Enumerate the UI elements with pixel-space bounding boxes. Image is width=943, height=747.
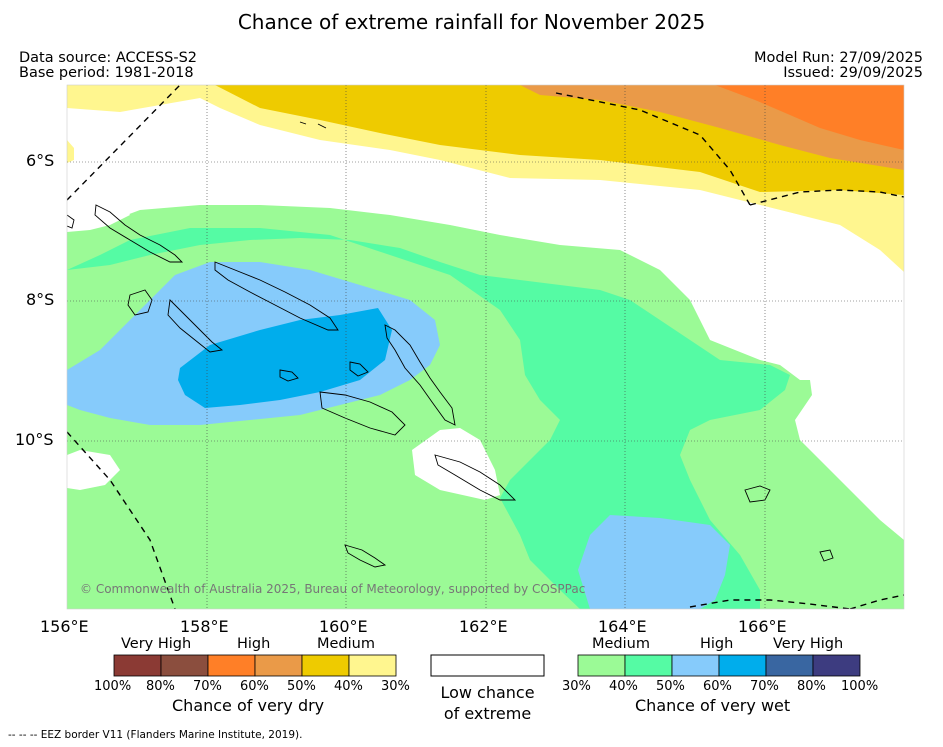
coast-guadalcanal <box>319 391 406 436</box>
low-chance-gap-south <box>412 428 500 500</box>
wet-swatch-4 <box>765 654 814 677</box>
dry-swatch-0 <box>113 654 162 677</box>
dry-60-70-region <box>715 85 904 150</box>
legend-dry-colorbar <box>113 654 397 677</box>
wet-group-high: High <box>700 636 734 652</box>
dry-tick-70: 70% <box>193 679 222 694</box>
graticule <box>67 85 904 609</box>
dry-tick-40: 40% <box>334 679 363 694</box>
eez-borders <box>67 85 904 609</box>
eez-border-southeast <box>849 594 904 609</box>
wet-swatch-5 <box>812 654 861 677</box>
coast-bougainville <box>94 204 184 263</box>
coast-santa-cruz <box>744 485 771 503</box>
eez-border-southwest <box>67 431 176 609</box>
coast-malaita <box>384 324 456 426</box>
lon-label-164e: 164°E <box>598 617 647 636</box>
coast-russell <box>279 369 299 382</box>
dry-swatch-5 <box>348 654 397 677</box>
wet-50-60-southeast-blob <box>578 515 730 609</box>
dry-tick-50: 50% <box>287 679 316 694</box>
dry-tick-80: 80% <box>146 679 175 694</box>
wet-tick-50: 50% <box>656 679 685 694</box>
dry-tick-60: 60% <box>240 679 269 694</box>
wet-tick-30: 30% <box>562 679 591 694</box>
wet-60-70-region <box>178 308 392 408</box>
wet-40-50-region <box>67 228 790 609</box>
dry-west-sliver <box>67 140 74 163</box>
coast-vanikoro <box>819 549 834 562</box>
eez-border-south <box>689 599 851 609</box>
lat-label-8s: 8°S <box>26 290 55 309</box>
dry-swatch-1 <box>160 654 209 677</box>
dry-swatch-2 <box>207 654 256 677</box>
eez-border-north <box>555 92 751 206</box>
legend-wet-colorbar <box>577 654 861 677</box>
eez-footnote: -- -- -- EEZ border V11 (Flanders Marine… <box>8 729 303 741</box>
dry-legend-caption: Chance of very dry <box>172 696 325 715</box>
data-source-text: Data source: ACCESS-S2 <box>19 50 198 66</box>
wet-tick-70: 70% <box>750 679 779 694</box>
coast-new-georgia <box>127 289 153 316</box>
wet-swatch-0 <box>577 654 626 677</box>
low-chance-gap-north <box>67 190 130 232</box>
dry-group-high: High <box>237 636 271 652</box>
dry-group-very-high: Very High <box>121 636 192 652</box>
wet-swatch-3 <box>718 654 767 677</box>
lat-label-6s: 6°S <box>26 151 55 170</box>
lon-label-160e: 160°E <box>319 617 368 636</box>
lat-label-10s: 10°S <box>15 430 54 449</box>
dry-tick-100: 100% <box>94 679 132 694</box>
legend-low-chance-swatch <box>430 654 545 677</box>
lon-label-162e: 162°E <box>459 617 508 636</box>
dry-group-medium: Medium <box>317 636 375 652</box>
base-period-text: Base period: 1981-2018 <box>19 65 194 81</box>
wet-tick-100: 100% <box>841 679 879 694</box>
coastlines <box>67 121 834 568</box>
coast-makira <box>434 454 517 501</box>
map-plot-area <box>67 85 904 609</box>
map-frame <box>66 84 905 610</box>
wet-group-very-high: Very High <box>773 636 844 652</box>
coast-small-north <box>67 121 327 229</box>
low-chance-line1: Low chance <box>440 683 535 702</box>
dry-tick-30: 30% <box>381 679 410 694</box>
eez-border-northwest <box>67 85 181 201</box>
lon-label-166e: 166°E <box>738 617 787 636</box>
wet-tick-40: 40% <box>609 679 638 694</box>
low-chance-gap-southeast <box>822 400 904 520</box>
copyright-notice: © Commonwealth of Australia 2025, Bureau… <box>80 582 586 596</box>
dry-swatch-4 <box>301 654 350 677</box>
eez-border-northeast <box>749 189 904 206</box>
coast-nggela <box>349 361 369 377</box>
low-chance-gap-southwest <box>67 450 120 490</box>
wet-group-medium: Medium <box>592 636 650 652</box>
page-title: Chance of extreme rainfall for November … <box>237 10 706 34</box>
wet-tick-80: 80% <box>797 679 826 694</box>
coast-santa-isabel <box>167 299 224 353</box>
wet-swatch-2 <box>671 654 720 677</box>
lon-label-156e: 156°E <box>40 617 89 636</box>
dry-swatch-3 <box>254 654 303 677</box>
wet-swatch-1 <box>624 654 673 677</box>
coast-choiseul <box>214 261 339 331</box>
coast-rennell <box>344 544 387 568</box>
wet-tick-60: 60% <box>703 679 732 694</box>
issued-text: Issued: 29/09/2025 <box>783 65 923 81</box>
wet-legend-caption: Chance of very wet <box>635 696 791 715</box>
model-run-text: Model Run: 27/09/2025 <box>753 50 923 66</box>
low-chance-line2: of extreme <box>443 704 532 723</box>
lon-label-158e: 158°E <box>180 617 229 636</box>
low-chance-gap-east <box>490 195 904 380</box>
